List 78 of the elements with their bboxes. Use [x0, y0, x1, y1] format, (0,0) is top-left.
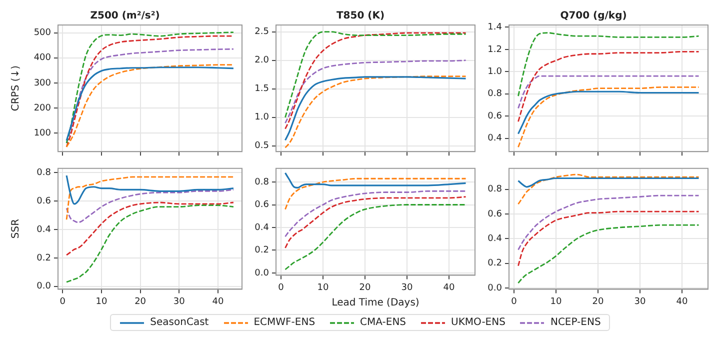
y-tick-label: 2.0 [254, 56, 270, 66]
y-axis-title: SSR [10, 218, 22, 239]
x-tick-label: 20 [592, 296, 604, 307]
line-series [518, 32, 700, 97]
x-tick-label: 20 [359, 282, 372, 293]
x-axis-title: Lead Time (Days) [332, 298, 420, 309]
line-series [284, 178, 466, 210]
line-series [66, 189, 234, 224]
chart-title: T850 (K) [336, 10, 385, 22]
y-tick-label: 1.2 [488, 44, 502, 55]
x-tick-label: 20 [134, 296, 146, 307]
chart-title: Z500 (m²/s²) [90, 10, 160, 22]
y-tick-label: 0.4 [254, 222, 270, 233]
line-series [284, 60, 466, 124]
line-series [518, 194, 700, 250]
y-tick-label: 0.0 [36, 282, 52, 292]
x-tick-label: 10 [96, 296, 108, 307]
line-series [518, 224, 700, 284]
y-axis-title: CRPS (↓) [10, 65, 22, 112]
y-tick-label: 0.0 [488, 283, 502, 294]
line-series [517, 90, 700, 135]
line-series [66, 176, 234, 220]
legend-label: SeasonCast [150, 317, 209, 328]
x-tick-label: 30 [173, 296, 186, 307]
y-tick-label: 100 [34, 128, 52, 138]
y-tick-label: 1.0 [254, 112, 270, 123]
chart-title: Q700 (g/kg) [560, 10, 627, 22]
y-tick-label: 0.4 [488, 134, 502, 144]
x-tick-label: 10 [317, 282, 330, 293]
y-tick-label: 1.0 [488, 66, 502, 77]
line-series [518, 50, 700, 122]
line-series [284, 196, 466, 249]
y-tick-label: 0.6 [488, 111, 502, 122]
y-tick-label: 0.4 [488, 234, 502, 244]
line-series [518, 174, 700, 205]
line-series [284, 190, 466, 238]
y-tick-label: 200 [34, 103, 52, 114]
y-tick-label: 0.5 [254, 141, 269, 152]
legend-label: CMA-ENS [360, 317, 406, 328]
y-tick-label: 0.2 [36, 253, 51, 264]
y-tick-label: 0.2 [488, 258, 502, 269]
y-tick-label: 1.4 [488, 22, 502, 33]
legend-label: NCEP-ENS [550, 317, 601, 328]
line-series [284, 172, 467, 189]
legend-label: ECMWF-ENS [254, 317, 316, 328]
x-tick-label: 10 [550, 296, 562, 307]
y-tick-label: 0.8 [254, 177, 270, 188]
x-tick-label: 30 [634, 296, 646, 307]
y-tick-label: 0.6 [36, 196, 52, 206]
line-series [66, 174, 234, 205]
line-series [518, 75, 700, 109]
y-tick-label: 0.6 [488, 209, 502, 220]
legend-label: UKMO-ENS [451, 317, 506, 328]
x-tick-label: 0 [278, 282, 284, 293]
line-series [284, 204, 466, 270]
y-tick-label: 1.5 [254, 84, 269, 94]
y-tick-label: 0.8 [36, 168, 52, 178]
y-tick-label: 0.6 [254, 200, 270, 210]
line-series [518, 86, 700, 148]
x-tick-label: 40 [676, 296, 688, 307]
y-tick-label: 300 [34, 78, 52, 88]
y-tick-label: 0.4 [36, 224, 52, 235]
y-tick-label: 0.0 [254, 268, 270, 278]
x-tick-label: 0 [60, 296, 66, 307]
line-series [66, 202, 234, 256]
y-tick-label: 0.8 [488, 89, 502, 100]
line-series [518, 210, 700, 266]
line-series [66, 204, 234, 283]
x-tick-label: 0 [511, 296, 518, 307]
y-tick-label: 2.5 [254, 27, 269, 38]
x-tick-label: 40 [443, 282, 455, 293]
x-tick-label: 30 [401, 282, 413, 293]
y-tick-label: 500 [34, 28, 52, 38]
y-tick-label: 0.2 [254, 246, 269, 256]
y-tick-label: 400 [34, 53, 52, 64]
x-tick-label: 40 [212, 296, 224, 307]
line-series [517, 177, 700, 188]
y-tick-label: 0.8 [488, 184, 502, 195]
